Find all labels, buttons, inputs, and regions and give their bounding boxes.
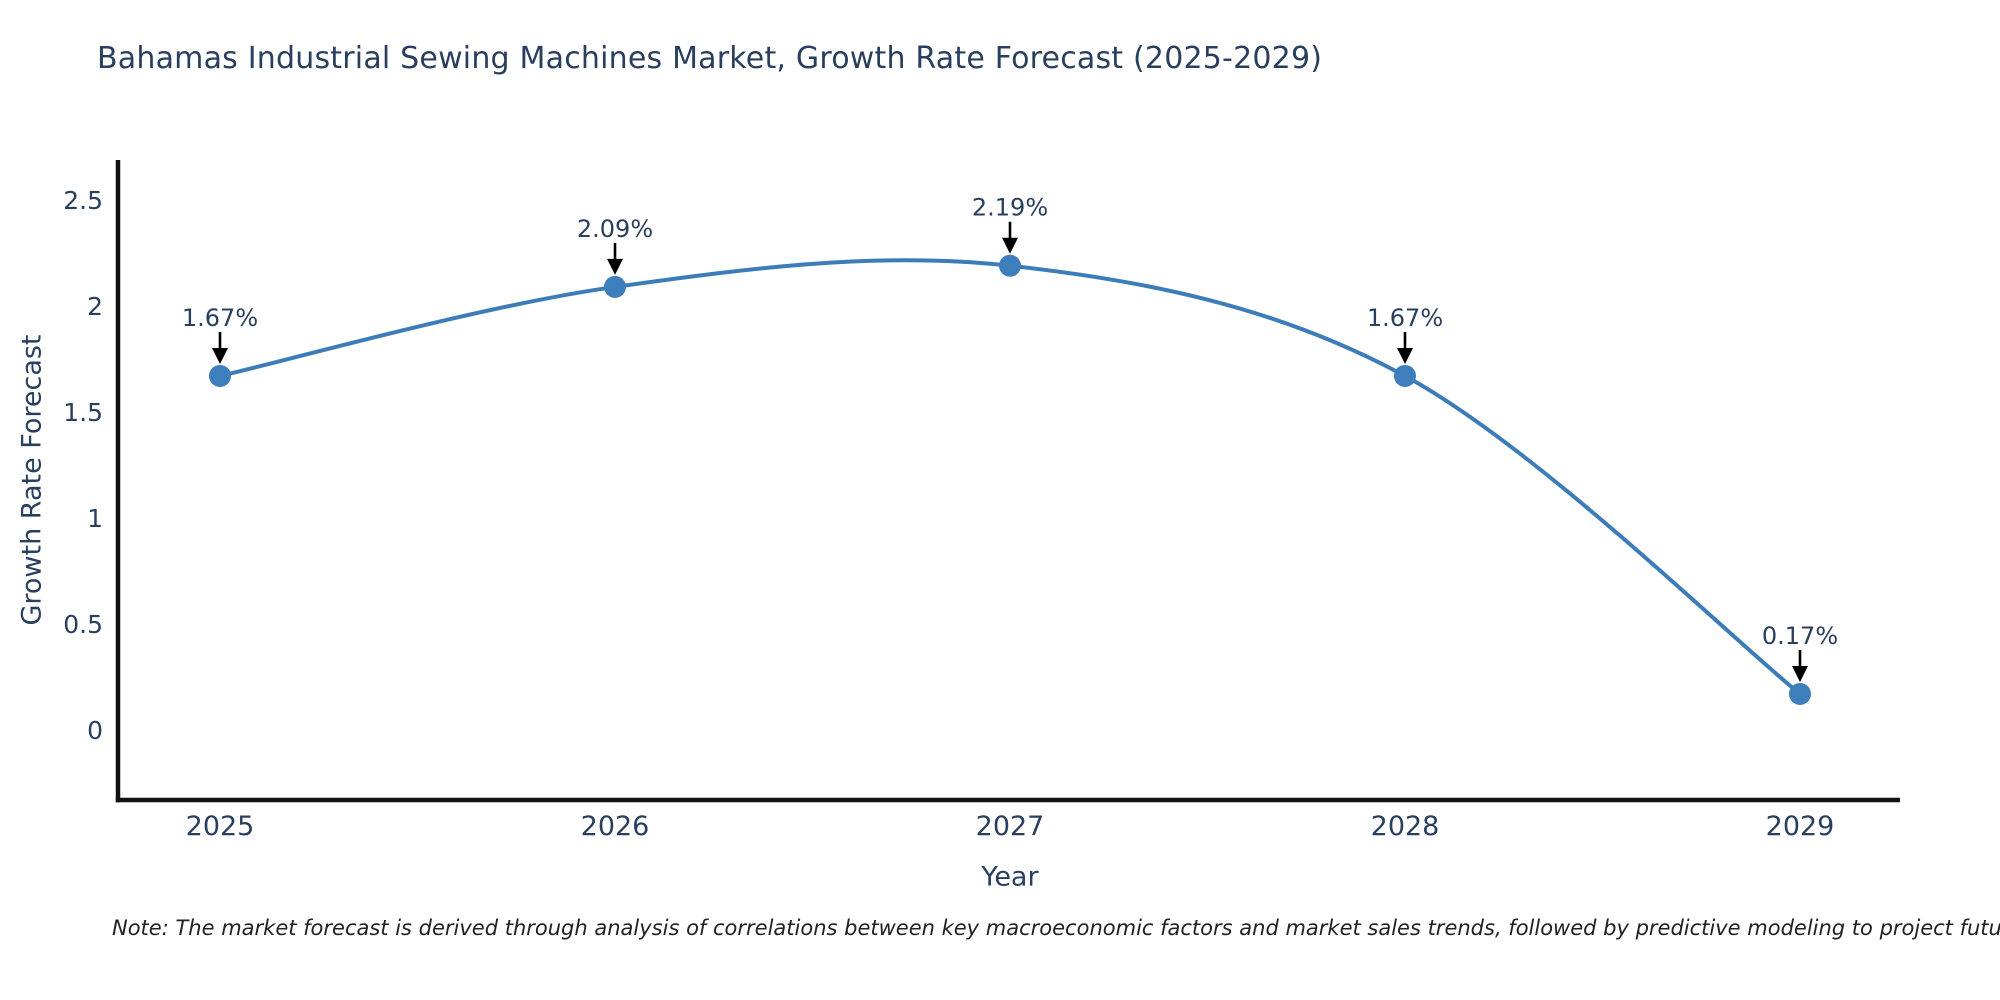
x-tick-label: 2025 [186, 811, 255, 842]
y-tick-label: 1 [87, 504, 103, 533]
annotation-label: 0.17% [1762, 622, 1838, 650]
data-point-marker [209, 364, 231, 387]
data-point-marker [604, 275, 626, 298]
x-tick-label: 2026 [581, 811, 650, 842]
annotation-label: 1.67% [182, 304, 258, 332]
annotation-arrowhead-icon [607, 258, 623, 275]
annotation-arrowhead-icon [212, 347, 228, 364]
annotation-label: 2.09% [577, 215, 653, 243]
footnote: Note: The market forecast is derived thr… [112, 916, 2000, 940]
x-tick-label: 2027 [976, 811, 1045, 842]
x-tick-label: 2029 [1766, 811, 1835, 842]
annotation-label: 2.19% [972, 194, 1048, 222]
annotation-arrowhead-icon [1397, 347, 1413, 364]
annotation-arrowhead-icon [1002, 237, 1018, 254]
annotation-label: 1.67% [1367, 304, 1443, 332]
y-tick-label: 0 [87, 716, 103, 745]
y-tick-label: 2 [87, 292, 103, 321]
y-tick-label: 2.5 [63, 186, 103, 215]
x-axis-title: Year [981, 861, 1039, 893]
annotation-arrowhead-icon [1792, 665, 1808, 682]
x-tick-label: 2028 [1371, 811, 1440, 842]
data-point-marker [1394, 364, 1416, 387]
y-tick-label: 0.5 [63, 610, 103, 639]
chart-title: Bahamas Industrial Sewing Machines Marke… [97, 41, 1323, 76]
series-line [218, 258, 1802, 696]
y-tick-label: 1.5 [63, 398, 103, 427]
data-point-marker [1789, 682, 1811, 705]
data-point-marker [999, 254, 1021, 277]
